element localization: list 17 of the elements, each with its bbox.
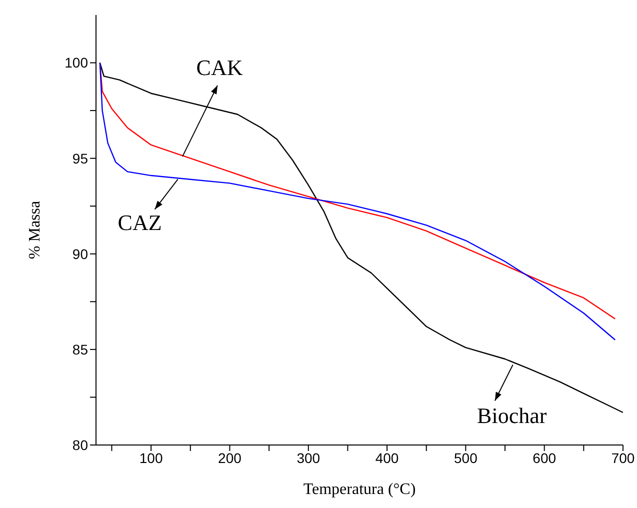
x-tick-label: 100: [139, 450, 163, 466]
x-tick-label: 400: [375, 450, 399, 466]
x-tick-label: 300: [296, 450, 320, 466]
x-axis-title: Temperatura (°C): [303, 481, 416, 498]
x-tick-label: 500: [454, 450, 478, 466]
y-tick-label: 85: [72, 341, 88, 358]
y-tick-label: 95: [72, 150, 88, 166]
y-axis-title: % Massa: [26, 200, 44, 260]
y-tick-label: 100: [64, 54, 88, 71]
x-tick-label: 200: [218, 450, 242, 466]
annotation: Biochar: [477, 403, 548, 428]
annotation: CAZ: [118, 210, 162, 235]
annotation: CAK: [196, 54, 243, 80]
y-tick-label: 80: [72, 436, 88, 453]
x-tick-label: 700: [611, 450, 635, 466]
x-tick-label: 600: [532, 450, 556, 466]
y-tick-label: 90: [72, 246, 88, 262]
